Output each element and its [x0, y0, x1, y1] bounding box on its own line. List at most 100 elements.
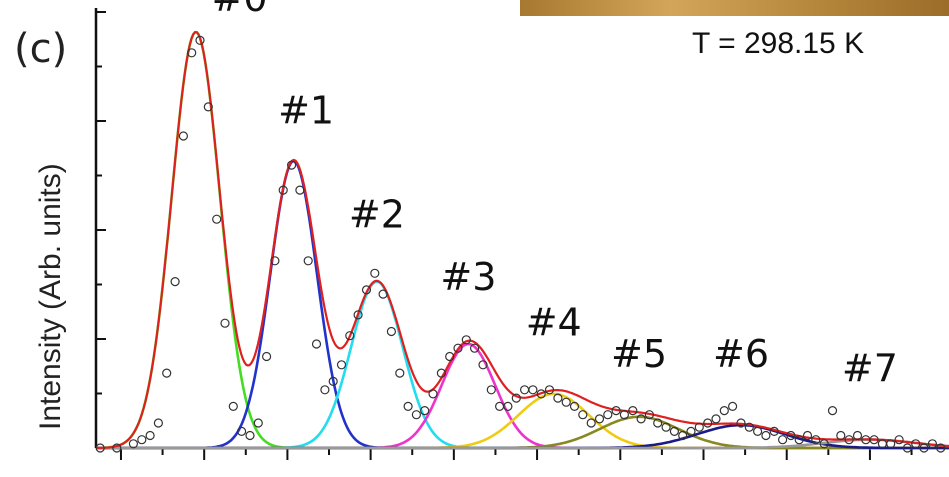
- data-point: [295, 185, 305, 195]
- data-point: [561, 397, 571, 407]
- data-point: [428, 389, 438, 399]
- data-point: [927, 439, 938, 449]
- data-point: [536, 389, 546, 399]
- data-point: [170, 277, 180, 287]
- data-point: [278, 185, 288, 195]
- data-point: [153, 418, 163, 428]
- y-axis-label: Intensity (Arb. units): [34, 163, 67, 430]
- data-point: [195, 35, 205, 45]
- peak-curve-2: [96, 280, 949, 450]
- data-point: [320, 385, 330, 395]
- data-point: [661, 422, 671, 432]
- data-point: [178, 131, 188, 141]
- data-point: [794, 435, 804, 445]
- data-point: [827, 406, 838, 416]
- data-point: [470, 343, 480, 353]
- data-point: [603, 410, 613, 420]
- data-point: [378, 289, 388, 299]
- data-point: [836, 430, 846, 441]
- y-ticks: [96, 11, 106, 449]
- data-point: [445, 351, 455, 362]
- data-point: [95, 443, 105, 453]
- peak-label-5: #5: [611, 332, 667, 376]
- data-point: [137, 435, 147, 445]
- data-point: [636, 414, 646, 424]
- data-point: [569, 401, 580, 411]
- data-point: [544, 385, 555, 395]
- data-point: [811, 435, 821, 445]
- peak-curves: [96, 30, 949, 450]
- data-point: [894, 435, 904, 445]
- data-point: [370, 268, 380, 278]
- data-point: [553, 393, 563, 403]
- data-point: [769, 426, 779, 436]
- data-point: [386, 326, 396, 337]
- data-point: [936, 443, 946, 453]
- data-point: [112, 443, 122, 453]
- data-point: [669, 426, 680, 436]
- data-point: [395, 368, 405, 378]
- data-point: [727, 401, 738, 411]
- data-point: [420, 406, 430, 416]
- data-point: [619, 410, 630, 420]
- data-point: [245, 430, 255, 441]
- data-point: [203, 102, 213, 112]
- data-point: [353, 310, 363, 320]
- data-point: [453, 343, 463, 353]
- data-point: [495, 401, 505, 411]
- data-point: [711, 414, 721, 424]
- data-point: [212, 214, 222, 224]
- data-point: [361, 285, 372, 295]
- data-point: [303, 256, 313, 266]
- data-point: [403, 401, 413, 411]
- peak-label-3: #3: [440, 255, 496, 299]
- peak-label-4: #4: [526, 301, 582, 345]
- data-point: [802, 430, 813, 441]
- data-point: [911, 439, 921, 449]
- peak-label-0: #0: [212, 0, 268, 20]
- data-point: [503, 401, 513, 411]
- data-point: [461, 335, 471, 345]
- peak-label-7: #7: [842, 346, 898, 390]
- x-ticks: [119, 448, 913, 460]
- data-point: [786, 430, 796, 441]
- data-point: [336, 360, 347, 370]
- data-point: [578, 410, 588, 420]
- data-point: [752, 426, 763, 436]
- data-point: [744, 422, 754, 432]
- data-point: [844, 435, 854, 445]
- data-point: [919, 443, 929, 453]
- data-point: [478, 360, 488, 370]
- data-point: [886, 439, 896, 449]
- data-point: [586, 418, 596, 428]
- data-point: [902, 443, 913, 453]
- data-point: [644, 410, 655, 420]
- data-point: [819, 439, 829, 449]
- data-point: [162, 368, 172, 378]
- data-point: [220, 318, 230, 328]
- peak-curve-7: [96, 438, 949, 450]
- data-point: [678, 430, 688, 441]
- data-point: [736, 418, 746, 428]
- data-points: [95, 35, 946, 453]
- data-point: [253, 418, 263, 428]
- data-point: [287, 160, 297, 170]
- data-point: [519, 385, 530, 395]
- data-point: [628, 406, 638, 416]
- data-point: [187, 48, 197, 58]
- annotation-box: [520, 16, 949, 78]
- data-point: [852, 430, 863, 441]
- data-point: [611, 406, 621, 416]
- data-point: [869, 435, 879, 445]
- data-point: [311, 339, 322, 349]
- data-point: [328, 376, 338, 386]
- envelope-fit-line: [96, 31, 949, 449]
- data-point: [128, 439, 138, 449]
- data-point: [686, 426, 696, 436]
- peak-curve-3: [96, 342, 949, 450]
- data-point: [262, 351, 272, 362]
- data-point: [145, 430, 155, 441]
- peak-labels: #0 #1 #2 #3 #4 #5 #6 #7: [212, 0, 898, 390]
- data-point: [511, 393, 521, 403]
- data-point: [703, 418, 713, 428]
